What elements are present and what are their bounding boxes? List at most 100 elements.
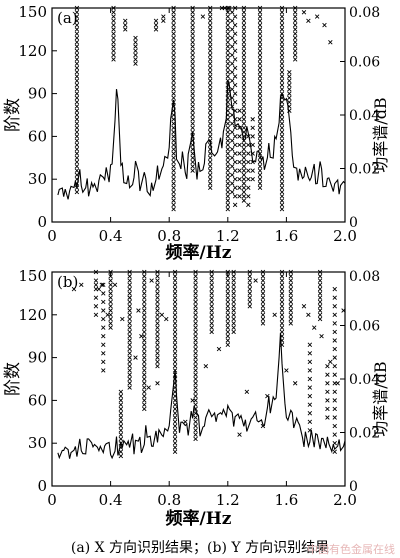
order-marker [332, 338, 337, 343]
order-marker [142, 333, 147, 339]
power-spectrum-line [57, 81, 346, 200]
order-marker [133, 40, 138, 45]
order-marker [155, 291, 160, 296]
order-marker [172, 321, 178, 326]
order-marker [208, 78, 213, 83]
order-marker [200, 14, 206, 19]
order-marker [209, 308, 214, 313]
order-marker [171, 78, 176, 83]
order-marker [127, 351, 132, 356]
order-marker [123, 18, 128, 24]
order-marker [142, 398, 147, 403]
x-tick-label: 0 [47, 491, 57, 509]
order-marker [193, 359, 198, 365]
order-marker [208, 117, 213, 122]
order-marker [172, 312, 178, 318]
order-marker [232, 40, 238, 45]
order-marker [133, 57, 138, 62]
order-marker [193, 432, 198, 437]
order-marker [208, 74, 213, 79]
order-marker [225, 278, 231, 283]
order-marker [74, 5, 80, 11]
order-marker [190, 82, 195, 88]
order-marker [193, 436, 198, 442]
order-marker [246, 185, 251, 190]
order-marker [250, 117, 255, 122]
order-marker [250, 142, 255, 148]
order-marker [208, 155, 213, 161]
order-marker [241, 10, 247, 15]
order-marker [317, 304, 323, 309]
order-marker [142, 402, 147, 407]
order-marker [108, 316, 113, 322]
order-marker [193, 333, 198, 339]
order-marker [171, 69, 176, 75]
order-marker [190, 159, 195, 165]
order-marker [74, 91, 80, 96]
order-marker [101, 368, 106, 373]
order-marker [279, 202, 285, 208]
order-marker [74, 57, 80, 62]
order-marker [93, 269, 99, 275]
order-marker [172, 449, 178, 454]
order-marker [317, 299, 323, 305]
order-marker [74, 117, 80, 122]
order-marker [231, 295, 236, 300]
order-marker [229, 61, 235, 66]
order-marker [171, 189, 176, 195]
order-marker [246, 176, 251, 182]
order-marker [127, 321, 132, 326]
order-marker [133, 35, 138, 41]
order-marker [190, 87, 195, 92]
order-marker [142, 316, 147, 322]
order-marker [127, 338, 132, 343]
order-marker [171, 22, 176, 28]
order-marker [229, 18, 235, 24]
order-marker [332, 398, 337, 403]
order-marker [292, 10, 298, 15]
order-marker [332, 295, 337, 300]
order-marker [229, 155, 235, 161]
order-marker [257, 138, 263, 143]
order-marker [142, 389, 147, 395]
order-marker [260, 269, 266, 275]
order-marker [279, 87, 285, 92]
order-marker [171, 202, 176, 208]
order-marker [155, 338, 160, 343]
order-marker [232, 57, 238, 62]
order-marker [288, 308, 294, 313]
order-marker [127, 304, 132, 309]
order-marker [74, 129, 80, 135]
order-marker [101, 333, 106, 339]
order-marker [232, 48, 238, 54]
order-marker [241, 108, 247, 113]
order-marker [74, 125, 80, 131]
order-marker [101, 282, 106, 288]
order-marker [288, 286, 294, 292]
order-marker [193, 372, 198, 377]
order-marker [225, 164, 231, 169]
order-marker [332, 423, 337, 429]
watermark: 中国有色金属在线 [307, 542, 395, 556]
order-marker [279, 316, 285, 322]
order-marker [332, 304, 337, 309]
order-marker [108, 325, 113, 330]
order-marker [225, 14, 231, 19]
order-marker [127, 363, 132, 369]
x-tick-label: 1.2 [216, 491, 240, 509]
order-marker [74, 108, 80, 113]
y2-tick-label: 0.08 [349, 5, 380, 21]
order-marker [183, 419, 188, 425]
order-marker [142, 363, 147, 369]
order-marker [208, 44, 213, 49]
order-marker [172, 428, 178, 433]
order-marker [142, 295, 147, 300]
order-marker [325, 398, 330, 403]
order-marker [225, 151, 231, 156]
order-marker [288, 312, 294, 318]
order-marker [279, 78, 285, 83]
order-marker [292, 48, 298, 54]
order-marker [74, 112, 80, 118]
order-marker [164, 316, 169, 322]
order-marker [172, 342, 178, 347]
